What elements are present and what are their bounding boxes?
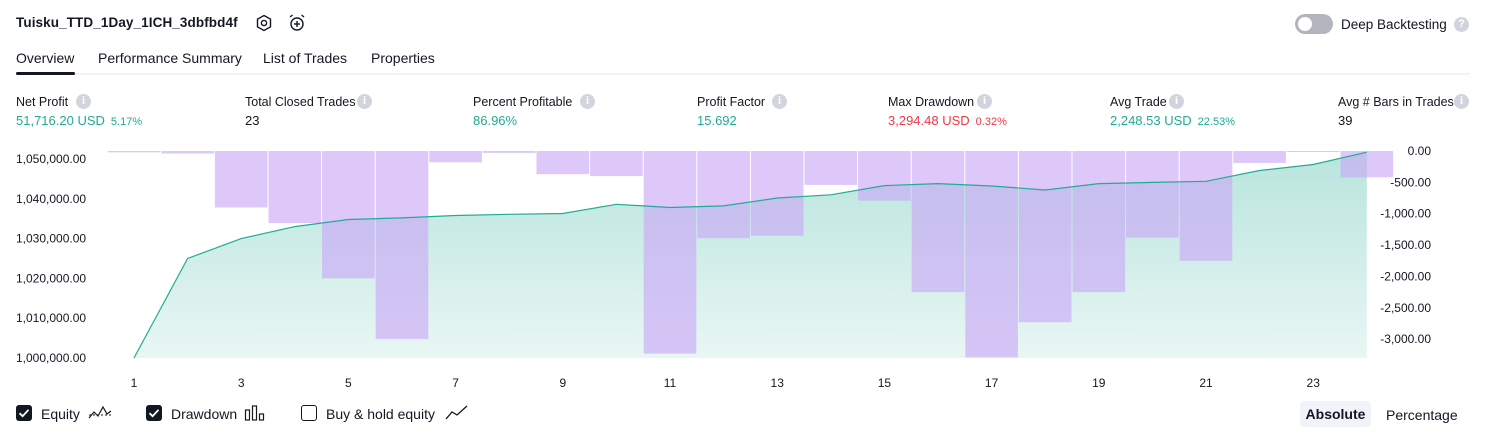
drawdown-bar — [1019, 151, 1072, 322]
avg-bars-value: 39 — [1338, 113, 1352, 128]
total-closed-trades-label: Total Closed Trades — [245, 95, 355, 109]
strategy-title: Tuisku_TTD_1Day_1ICH_3dbfbd4f — [16, 15, 238, 30]
right-axis-tick-label: -1,500.00 — [1380, 238, 1431, 252]
equity-checkbox[interactable] — [16, 405, 32, 421]
max-drawdown-value: 3,294.48 USD 0.32% — [888, 113, 1007, 128]
absolute-button[interactable]: Absolute — [1300, 401, 1371, 427]
right-axis-tick-label: -3,000.00 — [1380, 332, 1431, 346]
drawdown-bar — [1180, 151, 1233, 261]
drawdown-bar — [215, 151, 268, 208]
buy-hold-line-icon — [445, 404, 469, 427]
info-icon[interactable]: i — [772, 94, 787, 109]
profit-factor-value: 15.692 — [697, 113, 737, 128]
drawdown-bars-icon — [244, 404, 266, 427]
deep-backtesting-toggle[interactable] — [1295, 14, 1333, 34]
drawdown-bar — [429, 151, 482, 162]
drawdown-bar — [376, 151, 429, 339]
percent-profitable-label: Percent Profitable — [473, 95, 572, 109]
x-axis-tick-label: 9 — [559, 376, 566, 390]
info-icon[interactable]: i — [1169, 94, 1184, 109]
drawdown-bar — [108, 151, 161, 152]
x-axis-tick-label: 5 — [345, 376, 352, 390]
profit-factor-label: Profit Factor — [697, 95, 765, 109]
x-axis-tick-label: 19 — [1092, 376, 1106, 390]
drawdown-bar — [912, 151, 965, 292]
x-axis-tick-label: 11 — [664, 376, 677, 390]
x-axis-tick-label: 21 — [1199, 376, 1213, 390]
left-axis-tick-label: 1,050,000.00 — [16, 152, 86, 166]
drawdown-bar — [697, 151, 750, 238]
right-axis-tick-label: -1,000.00 — [1380, 207, 1431, 221]
tab-performance-summary[interactable]: Performance Summary — [98, 50, 242, 66]
net-profit-label: Net Profit — [16, 95, 68, 109]
net-profit-value: 51,716.20 USD 5.17% — [16, 113, 142, 128]
drawdown-bar — [483, 151, 536, 153]
x-axis-tick-label: 1 — [131, 376, 138, 390]
tab-divider — [16, 73, 1470, 75]
tab-overview[interactable]: Overview — [16, 50, 74, 66]
drawdown-bar — [161, 151, 214, 154]
total-closed-trades-value: 23 — [245, 113, 259, 128]
drawdown-checkbox[interactable] — [146, 405, 162, 421]
right-axis-tick-label: -500.00 — [1390, 175, 1431, 189]
right-axis-tick-label: -2,000.00 — [1380, 270, 1431, 284]
drawdown-bar — [644, 151, 697, 354]
settings-icon[interactable] — [254, 13, 274, 33]
x-axis-tick-label: 13 — [771, 376, 785, 390]
help-icon[interactable]: ? — [1454, 17, 1469, 32]
x-axis-tick-label: 15 — [878, 376, 892, 390]
tab-list-of-trades[interactable]: List of Trades — [263, 50, 347, 66]
drawdown-bar — [537, 151, 590, 174]
drawdown-bar — [1287, 151, 1340, 152]
info-icon[interactable]: i — [977, 94, 992, 109]
percent-profitable-value: 86.96% — [473, 113, 517, 128]
x-axis-tick-label: 7 — [452, 376, 459, 390]
equity-drawdown-chart: 1,050,000.00 1,040,000.00 1,030,000.00 1,02… — [0, 140, 1486, 395]
alarm-add-icon[interactable] — [287, 13, 307, 33]
drawdown-bar — [858, 151, 911, 201]
left-axis-tick-label: 1,000,000.00 — [16, 351, 86, 365]
drawdown-bar — [1233, 151, 1286, 163]
drawdown-bar — [751, 151, 804, 236]
avg-trade-value: 2,248.53 USD 22.53% — [1110, 113, 1235, 128]
drawdown-bar — [1126, 151, 1179, 238]
buy-hold-checkbox[interactable] — [301, 405, 317, 421]
avg-bars-label: Avg # Bars in Trades — [1338, 95, 1454, 109]
right-axis-tick-label: 0.00 — [1408, 144, 1432, 158]
x-axis-tick-label: 23 — [1307, 376, 1321, 390]
drawdown-bar — [1073, 151, 1126, 292]
buy-hold-label: Buy & hold equity — [326, 406, 435, 422]
x-axis-tick-label: 17 — [985, 376, 999, 390]
left-axis-tick-label: 1,010,000.00 — [16, 311, 86, 325]
info-icon[interactable]: i — [1454, 94, 1469, 109]
equity-line-icon — [88, 404, 112, 427]
percentage-button[interactable]: Percentage — [1386, 407, 1458, 423]
equity-label: Equity — [41, 406, 80, 422]
tab-properties[interactable]: Properties — [371, 50, 435, 66]
info-icon[interactable]: i — [76, 94, 91, 109]
x-axis-tick-label: 3 — [238, 376, 245, 390]
info-icon[interactable]: i — [357, 94, 372, 109]
right-axis-tick-label: -2,500.00 — [1380, 301, 1431, 315]
info-icon[interactable]: i — [580, 94, 595, 109]
drawdown-label: Drawdown — [171, 406, 237, 422]
left-axis-tick-label: 1,020,000.00 — [16, 271, 86, 285]
left-axis-tick-label: 1,030,000.00 — [16, 232, 86, 246]
left-axis-tick-label: 1,040,000.00 — [16, 192, 86, 206]
drawdown-bar — [965, 151, 1018, 357]
drawdown-bar — [590, 151, 643, 176]
max-drawdown-label: Max Drawdown — [888, 95, 974, 109]
drawdown-bar — [1341, 151, 1394, 177]
deep-backtesting-label: Deep Backtesting — [1341, 17, 1447, 32]
drawdown-bar — [322, 151, 375, 278]
drawdown-bar — [269, 151, 322, 223]
active-tab-indicator — [16, 72, 75, 75]
avg-trade-label: Avg Trade — [1110, 95, 1167, 109]
drawdown-bar — [805, 151, 858, 185]
